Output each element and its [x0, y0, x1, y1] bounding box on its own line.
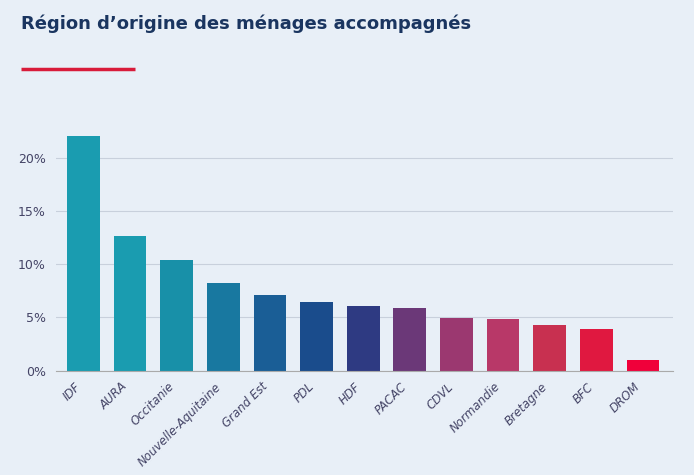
- Bar: [114, 237, 146, 370]
- Bar: [301, 303, 333, 370]
- Bar: [347, 305, 380, 370]
- Bar: [207, 283, 239, 370]
- Bar: [533, 325, 566, 370]
- Bar: [253, 295, 286, 371]
- Text: Région d’origine des ménages accompagnés: Région d’origine des ménages accompagnés: [21, 14, 471, 33]
- Bar: [67, 136, 100, 370]
- Bar: [393, 308, 426, 370]
- Bar: [580, 329, 613, 370]
- Bar: [440, 318, 473, 370]
- Bar: [627, 360, 659, 370]
- Bar: [160, 260, 193, 371]
- Bar: [486, 319, 519, 371]
